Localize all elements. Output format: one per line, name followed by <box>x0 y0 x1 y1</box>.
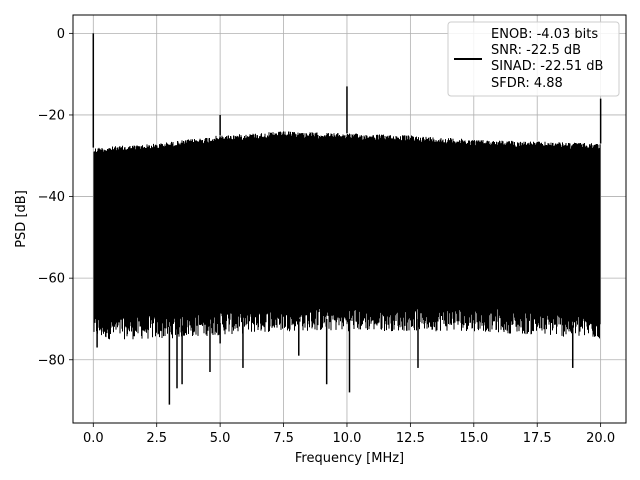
x-tick-label: 0.0 <box>83 431 104 446</box>
x-tick-label: 17.5 <box>523 431 552 446</box>
y-tick-label: −20 <box>38 108 65 123</box>
legend: ENOB: -4.03 bits SNR: -22.5 dB SINAD: -2… <box>447 21 620 97</box>
psd-trace <box>92 33 602 405</box>
psd-noise-floor <box>93 131 601 340</box>
legend-line-sfdr: SFDR: 4.88 <box>491 76 563 91</box>
x-tick-label: 12.5 <box>396 431 425 446</box>
y-tick-label: 0 <box>57 27 65 42</box>
x-tick-label: 10.0 <box>332 431 361 446</box>
y-tick-label: −80 <box>38 353 65 368</box>
x-tick-label: 7.5 <box>273 431 294 446</box>
legend-line-sinad: SINAD: -22.51 dB <box>491 59 603 74</box>
x-tick-label: 20.0 <box>586 431 615 446</box>
y-tick-label: −40 <box>38 190 65 205</box>
plot-frame <box>72 14 627 424</box>
legend-line-snr: SNR: -22.5 dB <box>491 43 581 58</box>
x-tick-label: 15.0 <box>459 431 488 446</box>
x-tick-label: 5.0 <box>210 431 231 446</box>
y-tick-label: −60 <box>38 272 65 287</box>
y-axis-label: PSD [dB] <box>14 190 29 248</box>
x-tick-label: 2.5 <box>146 431 167 446</box>
axis-ticks: 0.0 2.5 5.0 7.5 10.0 12.5 15.0 17.5 20.0 0 −20 −40 −… <box>38 27 616 446</box>
legend-box <box>447 21 620 97</box>
x-axis-label: Frequency [MHz] <box>295 451 404 466</box>
legend-line-enob: ENOB: -4.03 bits <box>491 27 598 42</box>
